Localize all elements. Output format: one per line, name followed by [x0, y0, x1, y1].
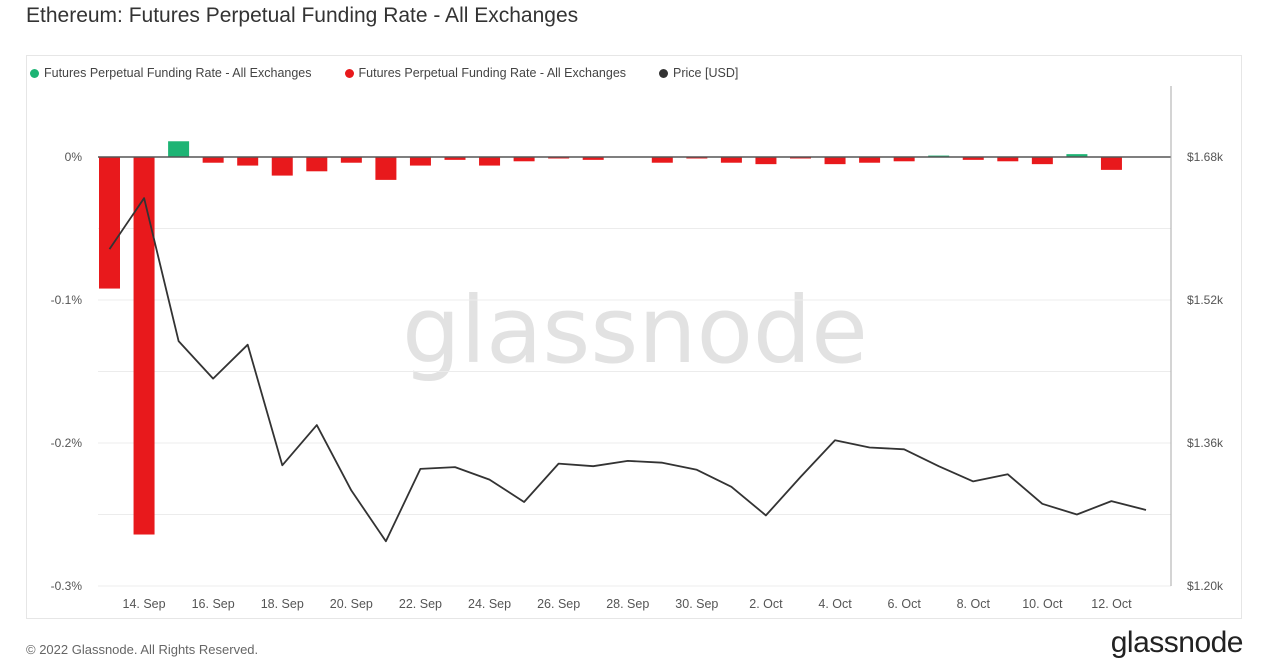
legend-dot-green [30, 68, 39, 78]
legend-item-funding-negative[interactable]: Futures Perpetual Funding Rate - All Exc… [344, 66, 627, 80]
funding-bars [99, 141, 1122, 535]
x-tick-label: 14. Sep [123, 597, 166, 611]
funding-bar[interactable] [893, 157, 915, 162]
funding-bar[interactable] [1031, 157, 1053, 165]
funding-bar[interactable] [1066, 154, 1088, 157]
x-tick-label: 4. Oct [818, 597, 852, 611]
funding-bar[interactable] [755, 157, 777, 165]
y-left-tick-label: -0.1% [51, 293, 83, 307]
x-tick-label: 12. Oct [1091, 597, 1132, 611]
funding-bar[interactable] [686, 157, 708, 159]
copyright: © 2022 Glassnode. All Rights Reserved. [26, 642, 259, 657]
legend-label: Price [USD] [673, 66, 739, 80]
funding-bar[interactable] [997, 157, 1019, 162]
y-left-tick-label: -0.2% [51, 436, 83, 450]
funding-bar[interactable] [790, 157, 811, 159]
price-line[interactable] [108, 197, 1147, 543]
x-tick-label: 30. Sep [675, 597, 718, 611]
funding-bar[interactable] [168, 141, 190, 157]
funding-bar[interactable] [651, 157, 673, 163]
funding-bar[interactable] [375, 157, 397, 180]
legend-label: Futures Perpetual Funding Rate - All Exc… [358, 66, 627, 80]
funding-bar[interactable] [513, 157, 535, 162]
funding-bar[interactable] [962, 157, 984, 160]
funding-bar[interactable] [409, 157, 431, 166]
funding-bar[interactable] [720, 157, 742, 163]
x-tick-label: 26. Sep [537, 597, 580, 611]
y-right-tick-label: $1.68k [1187, 150, 1224, 164]
y-right-tick-label: $1.20k [1187, 579, 1224, 593]
y-right-tick-label: $1.36k [1187, 436, 1224, 450]
funding-bar[interactable] [824, 157, 846, 165]
funding-bar[interactable] [133, 157, 155, 535]
x-tick-label: 28. Sep [606, 597, 649, 611]
axes: 0% -0.1% -0.2% -0.3% $1.68k $1.52k $1.36k $1.20… [51, 86, 1224, 611]
funding-bar[interactable] [479, 157, 501, 166]
price-line-group [108, 197, 1147, 543]
x-tick-label: 16. Sep [192, 597, 235, 611]
x-tick-label: 10. Oct [1022, 597, 1063, 611]
chart-panel [26, 55, 1242, 619]
legend: Futures Perpetual Funding Rate - All Exc… [30, 66, 738, 80]
funding-bar[interactable] [237, 157, 259, 166]
x-tick-label: 22. Sep [399, 597, 442, 611]
gridlines [98, 228, 1171, 587]
funding-bar[interactable] [1100, 157, 1122, 170]
chart-title: Ethereum: Futures Perpetual Funding Rate… [26, 4, 579, 27]
x-tick-label: 2. Oct [749, 597, 783, 611]
funding-bar[interactable] [99, 157, 120, 289]
brand-logo: glassnode [1110, 626, 1244, 659]
funding-bar[interactable] [340, 157, 362, 163]
legend-dot-red [344, 68, 354, 78]
y-left-tick-label: 0% [65, 150, 83, 164]
legend-dot-dark [659, 68, 669, 78]
legend-item-funding-positive[interactable]: Futures Perpetual Funding Rate - All Exc… [30, 66, 312, 80]
funding-bar[interactable] [202, 157, 224, 163]
x-tick-label: 24. Sep [468, 597, 511, 611]
funding-bar[interactable] [859, 157, 881, 163]
x-tick-label: 18. Sep [261, 597, 304, 611]
y-right-tick-label: $1.52k [1187, 293, 1224, 307]
funding-bar[interactable] [306, 157, 328, 172]
funding-bar[interactable] [548, 157, 570, 159]
x-tick-label: 20. Sep [330, 597, 373, 611]
funding-bar[interactable] [444, 157, 466, 160]
legend-label: Futures Perpetual Funding Rate - All Exc… [44, 66, 312, 80]
watermark: glassnode [402, 277, 868, 384]
legend-item-price[interactable]: Price [USD] [659, 66, 738, 80]
funding-bar[interactable] [582, 157, 604, 160]
funding-bar[interactable] [271, 157, 293, 176]
x-tick-label: 8. Oct [957, 597, 991, 611]
y-left-tick-label: -0.3% [51, 579, 83, 593]
x-tick-label: 6. Oct [887, 597, 921, 611]
